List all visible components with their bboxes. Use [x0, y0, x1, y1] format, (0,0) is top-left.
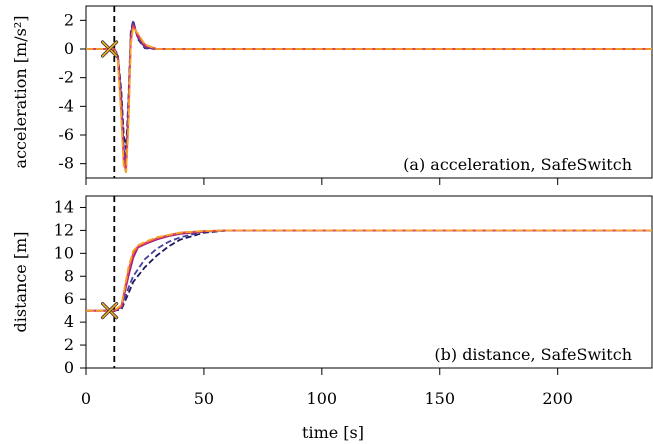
y-tick-label: -2: [58, 68, 74, 87]
series-line-5: [86, 26, 652, 174]
y-tick-label: 2: [64, 335, 74, 354]
y-tick-label: 6: [64, 289, 74, 308]
y-tick-label: 10: [54, 243, 74, 262]
x-tick-label: 200: [542, 389, 573, 408]
series-line-1: [86, 19, 652, 151]
plot-frame: [85, 5, 653, 179]
series-line-3: [86, 23, 652, 168]
y-tick-label: 8: [64, 266, 74, 285]
series-line-2: [86, 229, 652, 312]
series-line-4: [86, 229, 652, 312]
y-tick-label: -6: [58, 125, 74, 144]
acceleration-panel: 2 0 -2 -4 -6 -8 acceleration [m/s²] (a) acceler…: [11, 5, 653, 185]
x-tick-label: 100: [307, 389, 338, 408]
x-tick-label: 0: [81, 389, 91, 408]
panel-caption: (b) distance, SafeSwitch: [434, 345, 632, 364]
x-axis-label: time [s]: [302, 423, 364, 442]
switch-x-marker: [100, 40, 119, 58]
x-tick-label: 50: [194, 389, 214, 408]
plot-frame: [85, 195, 653, 369]
series-line-4: [86, 25, 652, 172]
y-tick-label: 2: [64, 10, 74, 29]
y-tick-label: 0: [64, 39, 74, 58]
panel-caption: (a) acceleration, SafeSwitch: [403, 155, 632, 174]
x-tick-label: 150: [424, 389, 455, 408]
y-tick-label: 0: [64, 358, 74, 377]
series-line-1: [86, 229, 652, 312]
y-tick-label: 4: [64, 312, 74, 331]
series-line-2: [86, 20, 652, 162]
y-tick-label: -4: [58, 96, 74, 115]
y-tick-label: 14: [54, 197, 74, 216]
switch-x-marker: [100, 302, 119, 320]
y-axis-label: distance [m]: [11, 231, 30, 332]
y-tick-label: 12: [54, 220, 74, 239]
series-line-5: [86, 229, 652, 312]
distance-panel: 0 2 4 6 8 10 12 14 0 50 100 150 200 distance [m] (b) d…: [11, 195, 653, 442]
y-axis-label: acceleration [m/s²]: [11, 16, 30, 169]
series-line-3: [86, 229, 652, 312]
y-tick-label: -8: [58, 154, 74, 173]
